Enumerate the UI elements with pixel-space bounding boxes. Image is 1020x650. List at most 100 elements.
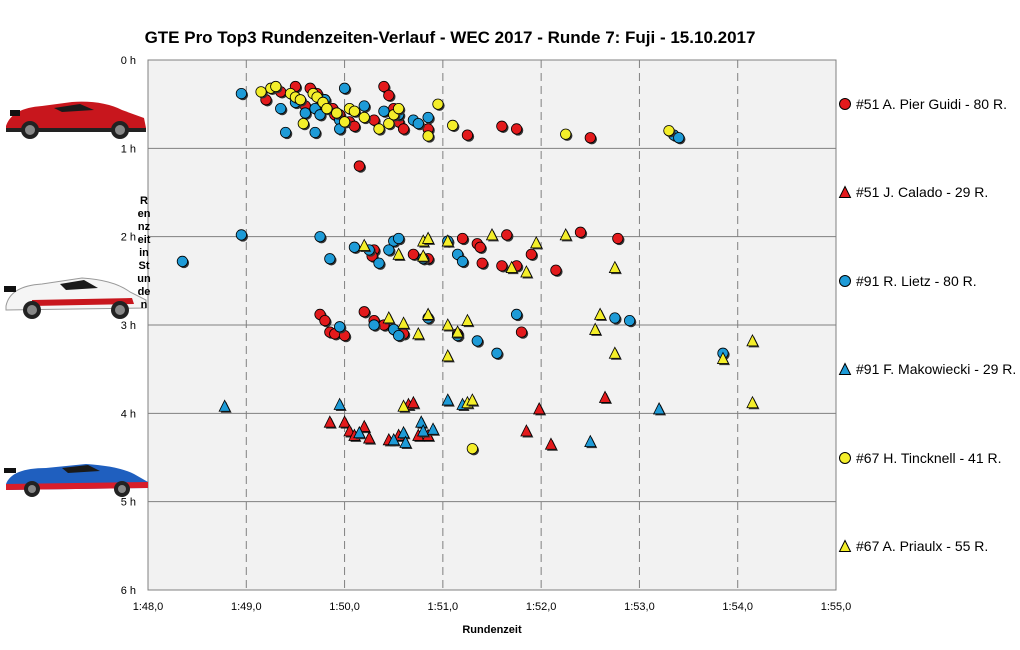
x-tick-label: 1:55,0 (821, 601, 852, 613)
data-point (441, 349, 454, 362)
x-tick-label: 1:54,0 (722, 601, 753, 613)
data-point (358, 100, 370, 112)
legend-marker (838, 539, 852, 552)
data-point (609, 312, 621, 324)
data-point (294, 94, 306, 106)
x-tick-label: 1:52,0 (526, 601, 557, 613)
data-point (176, 255, 188, 267)
data-point (412, 118, 424, 130)
data-point (663, 125, 675, 137)
legend-label: #67 H. Tincknell - 41 R. (856, 450, 1002, 466)
data-point (383, 244, 395, 256)
data-point (474, 241, 486, 253)
data-point (476, 257, 488, 269)
legend-marker (839, 452, 851, 464)
data-point (297, 118, 309, 130)
data-point (652, 402, 666, 415)
data-point (485, 228, 499, 241)
legend-label: #51 A. Pier Guidi - 80 R. (856, 96, 1007, 112)
x-tick-label: 1:50,0 (329, 601, 360, 613)
data-point (456, 232, 469, 245)
data-point (407, 248, 419, 260)
data-point (378, 80, 390, 93)
data-point (362, 431, 376, 444)
data-point (348, 105, 360, 117)
data-point (333, 397, 346, 410)
x-tick-label: 1:48,0 (133, 601, 164, 613)
legend-label: #67 A. Priaulx - 55 R. (856, 538, 989, 554)
data-point (520, 424, 533, 437)
data-point (456, 255, 469, 267)
data-point (348, 241, 360, 253)
data-point (421, 231, 435, 244)
chart-title: GTE Pro Top3 Rundenzeiten-Verlauf - WEC … (144, 28, 756, 47)
y-tick-label: 3 h (121, 320, 136, 332)
data-point (358, 419, 371, 432)
data-point (323, 415, 336, 428)
data-point (623, 314, 636, 327)
legend-marker (839, 275, 851, 287)
data-point (515, 326, 528, 338)
data-point (393, 102, 405, 115)
data-point (378, 105, 390, 117)
data-point (314, 231, 326, 243)
data-point (358, 306, 370, 318)
y-tick-label: 2 h (121, 232, 136, 244)
data-point (461, 313, 474, 326)
data-point (593, 307, 607, 320)
legend-item-calado: #51 J. Calado - 29 R. (838, 184, 988, 200)
x-tick-label: 1:51,0 (428, 601, 459, 613)
data-point (324, 253, 336, 265)
data-point (353, 425, 366, 439)
data-point (382, 311, 395, 324)
data-point (421, 307, 435, 320)
data-point (392, 247, 405, 260)
data-point (560, 128, 572, 140)
y-axis-label: Rennzeit in Stunden (137, 195, 151, 311)
data-point (550, 264, 562, 276)
data-point (496, 260, 508, 272)
data-point (270, 80, 282, 93)
data-point (451, 325, 464, 338)
y-tick-label: 5 h (121, 497, 136, 509)
data-point (373, 123, 385, 135)
data-point (584, 434, 597, 448)
legend-marker (838, 362, 852, 375)
y-tick-label: 6 h (121, 585, 136, 597)
legend-item-makowiecki: #91 F. Makowiecki - 29 R. (838, 361, 1016, 377)
data-point (673, 132, 685, 144)
data-point (716, 351, 730, 364)
y-tick-label: 4 h (121, 408, 136, 420)
data-point (533, 402, 546, 415)
axis-ticks: 1:48,0 1:49,0 1:50,0 1:51,0 1:52,0 1:53,0 1:54… (121, 55, 852, 613)
data-point (399, 435, 412, 448)
data-point (589, 322, 602, 335)
legend-label: #51 J. Calado - 29 R. (856, 184, 989, 200)
data-point (426, 422, 440, 435)
data-point (331, 107, 343, 119)
data-point (447, 119, 459, 131)
data-point (530, 235, 543, 249)
data-point (299, 107, 311, 119)
data-point (407, 395, 420, 409)
data-point (218, 399, 231, 412)
data-point (358, 238, 371, 251)
data-point (319, 314, 331, 327)
data-point (397, 123, 410, 135)
data-point (415, 415, 428, 428)
data-point (235, 229, 247, 241)
data-point (496, 120, 508, 132)
data-point (608, 260, 622, 273)
y-tick-label: 1 h (121, 143, 136, 155)
data-point (746, 395, 759, 409)
data-point (441, 393, 454, 406)
data-point (491, 347, 503, 359)
data-point (471, 335, 483, 347)
legend-item-pier-guidi: #51 A. Pier Guidi - 80 R. (838, 96, 1007, 112)
legend-item-priaulx: #67 A. Priaulx - 55 R. (838, 538, 988, 554)
y-tick-label: 0 h (121, 55, 136, 67)
data-point (255, 86, 267, 98)
data-point (358, 111, 370, 124)
ferrari-car-icon (6, 101, 146, 139)
